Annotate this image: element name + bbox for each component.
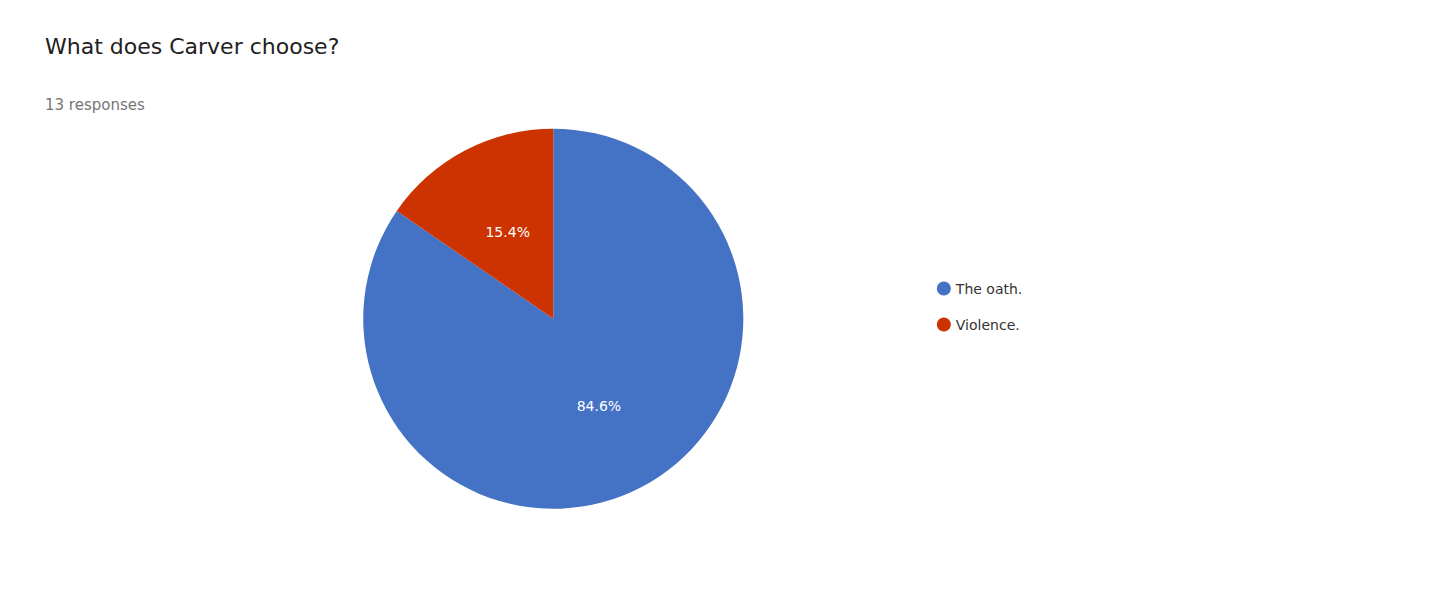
svg-text:Violence.: Violence. <box>956 317 1020 333</box>
svg-text:The oath.: The oath. <box>955 281 1022 297</box>
svg-text:84.6%: 84.6% <box>577 398 621 414</box>
svg-text:13 responses: 13 responses <box>45 96 145 114</box>
svg-text:What does Carver choose?: What does Carver choose? <box>45 34 339 59</box>
svg-text:15.4%: 15.4% <box>485 224 529 240</box>
